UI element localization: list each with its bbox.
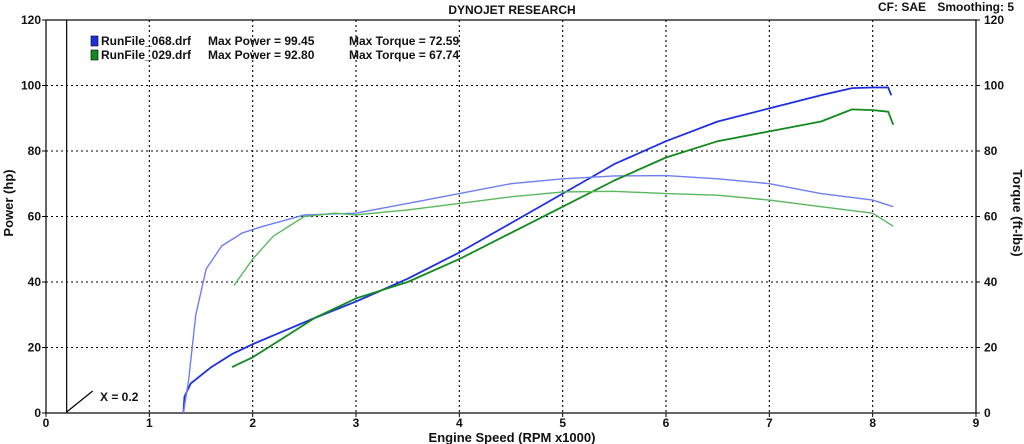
x-axis-label: Engine Speed (RPM x1000) — [429, 430, 596, 444]
legend-torque-2: Max Torque = 67.74 — [349, 48, 459, 62]
marker-label: X = 0.2 — [100, 390, 139, 404]
y-axis-label-right: Torque (ft-lbs) — [1010, 169, 1024, 256]
legend-swatch-1 — [90, 35, 99, 47]
legend-file-1: RunFile_068.drf — [101, 34, 192, 48]
x-tick-label: 7 — [766, 416, 773, 430]
grid-layer — [46, 20, 976, 413]
y-tick-label-left: 60 — [28, 210, 42, 224]
y-tick-label-right: 20 — [984, 341, 998, 355]
legend-torque-1: Max Torque = 72.59 — [349, 34, 459, 48]
chart-title: DYNOJET RESEARCH — [448, 3, 575, 17]
y-tick-label-left: 100 — [21, 79, 41, 93]
y-axis-label-left: Power (hp) — [1, 169, 16, 236]
legend-swatch-2 — [90, 49, 99, 61]
y-tick-label-left: 0 — [34, 406, 41, 420]
y-tick-label-right: 100 — [984, 79, 1004, 93]
legend: RunFile_068.drf Max Power = 99.45 Max To… — [90, 34, 459, 62]
y-tick-label-left: 40 — [28, 275, 42, 289]
y-tick-label-right: 80 — [984, 144, 998, 158]
smoothing-label: Smoothing: 5 — [937, 0, 1014, 14]
legend-power-2: Max Power = 92.80 — [208, 48, 315, 62]
legend-power-1: Max Power = 99.45 — [208, 34, 315, 48]
y-tick-label-left: 80 — [28, 144, 42, 158]
series-torque-4 — [233, 190, 894, 286]
x-tick-label: 0 — [43, 416, 50, 430]
cf-label: CF: SAE — [878, 0, 926, 14]
x-tick-label: 8 — [869, 416, 876, 430]
series-power-1 — [182, 86, 893, 414]
y-tick-label-right: 40 — [984, 275, 998, 289]
x-tick-label: 9 — [973, 416, 980, 430]
y-tick-label-left: 120 — [21, 13, 41, 27]
x-tick-label: 1 — [146, 416, 153, 430]
series-power-3 — [231, 108, 895, 368]
x-tick-label: 5 — [559, 416, 566, 430]
series-layer — [182, 86, 895, 414]
x-tick-label: 3 — [353, 416, 360, 430]
y-tick-label-right: 0 — [984, 406, 991, 420]
y-tick-label-right: 60 — [984, 210, 998, 224]
x-tick-label: 2 — [249, 416, 256, 430]
y-tick-label-right: 120 — [984, 13, 1004, 27]
marker-pointer — [66, 390, 94, 413]
legend-file-2: RunFile_029.drf — [101, 48, 192, 62]
y-tick-label-left: 20 — [28, 341, 42, 355]
x-tick-label: 4 — [456, 416, 463, 430]
series-torque-2 — [182, 174, 894, 414]
x-tick-label: 6 — [663, 416, 670, 430]
